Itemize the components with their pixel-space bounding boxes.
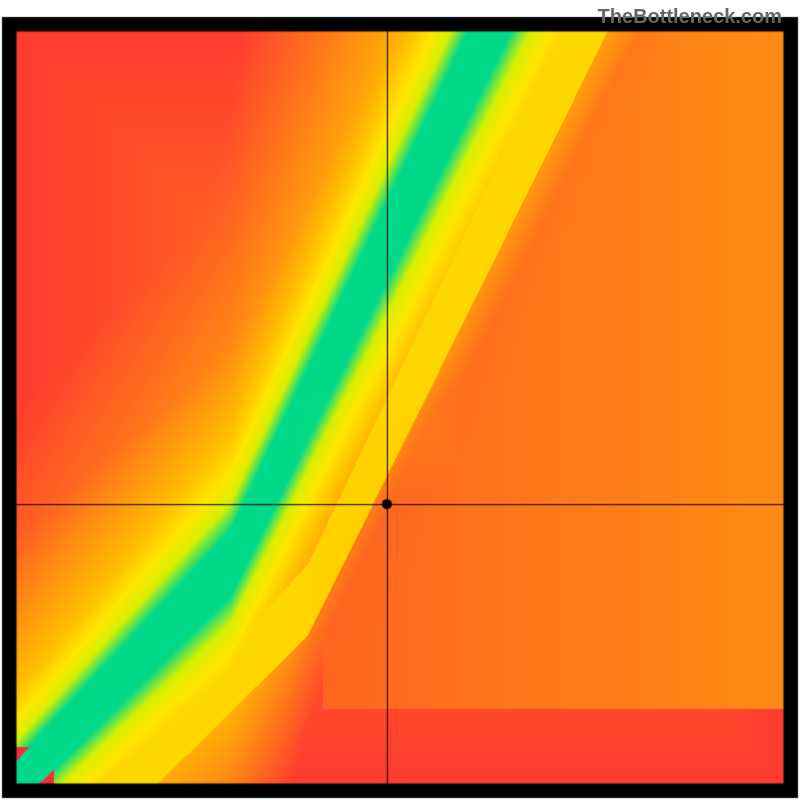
watermark-text: TheBottleneck.com	[598, 6, 782, 29]
heatmap-canvas	[0, 0, 800, 800]
